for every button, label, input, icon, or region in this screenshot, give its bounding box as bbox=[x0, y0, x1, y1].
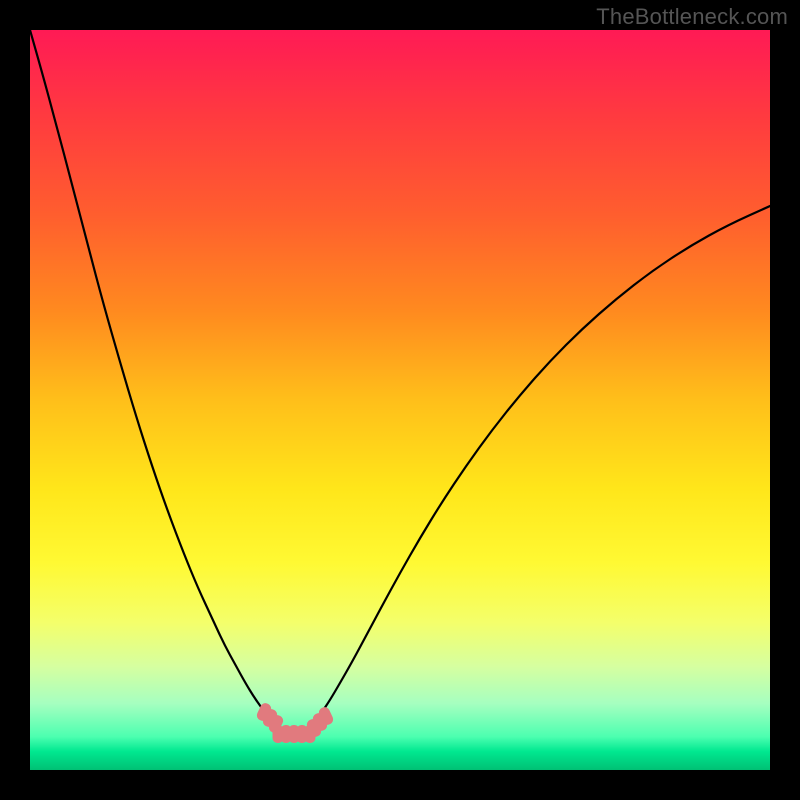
image-root: TheBottleneck.com bbox=[0, 0, 800, 800]
chart-svg bbox=[0, 0, 800, 800]
plot-background bbox=[30, 30, 770, 770]
watermark-text: TheBottleneck.com bbox=[596, 4, 788, 30]
